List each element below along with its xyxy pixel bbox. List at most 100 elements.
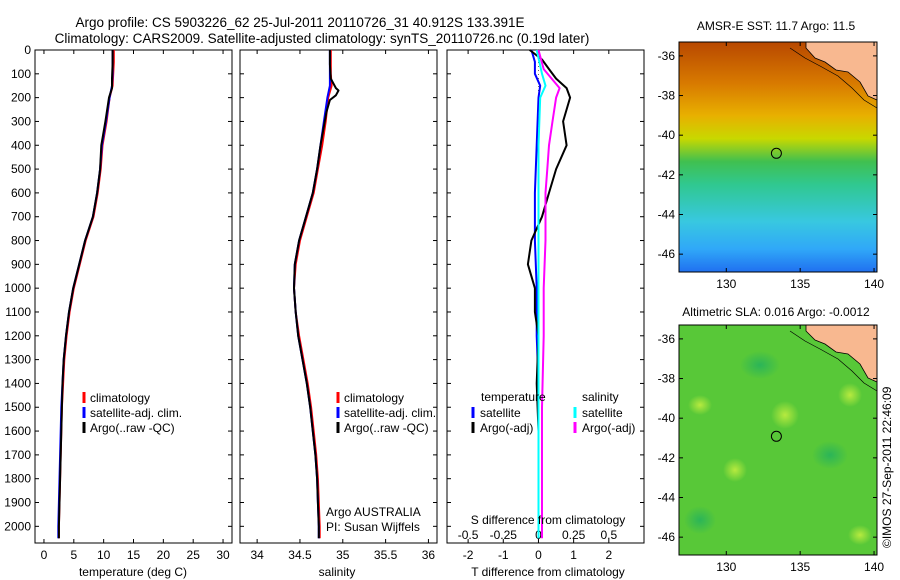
x-tick-label: 0: [41, 548, 48, 562]
t-difference-label: T difference from climatology: [471, 565, 625, 579]
depth-tick-label: 900: [11, 257, 31, 271]
difference-panel: -2 -1 0 1 2 -0.5 -0.25 0 0.25 0.5 temperature sal…: [446, 49, 645, 579]
s-difference-label: S difference from climatology: [471, 513, 626, 527]
lat-tick-label: -36: [658, 49, 676, 63]
legend-label: climatology: [344, 391, 404, 405]
depth-tick-label: 1800: [4, 472, 31, 486]
salinity-panel: 34 34.5 35 35.5 36 climatologysatellite-adj.…: [239, 49, 438, 579]
depth-tick-label: 0: [24, 43, 31, 57]
x-tick-label: -2: [463, 548, 474, 562]
diff-series-line-3: [537, 49, 561, 539]
sst-coastline-contour: [789, 47, 878, 109]
legend-label: climatology: [90, 391, 150, 405]
temperature-plot-frame: [34, 49, 233, 544]
s-tick-label: -0.25: [490, 528, 518, 542]
diff-series-line-2: [535, 49, 547, 539]
lon-tick-label: 130: [716, 560, 736, 574]
temp-series-line-2: [57, 50, 114, 539]
lat-tick-label: -44: [658, 491, 676, 505]
legend-label: satellite-adj. clim.: [90, 406, 182, 420]
x-tick-label: 15: [127, 548, 141, 562]
x-tick-label: 5: [70, 548, 77, 562]
sla-map: Altimetric SLA: 0.016 Argo: -0.0012 -36-…: [658, 305, 885, 574]
s-tick-label: 0.5: [600, 528, 617, 542]
x-tick-label: 1: [570, 548, 577, 562]
sla-anomaly-1: [771, 401, 799, 429]
difference-lines: [526, 49, 572, 539]
salinity-axis-label: salinity: [319, 565, 356, 579]
depth-tick-label: 1900: [4, 496, 31, 510]
lat-tick-label: -42: [658, 451, 676, 465]
sla-map-axes: -36 -38 -40 -42 -44 -46 130 135 140: [658, 325, 884, 574]
sst-map-axes: -36 -38 -40 -42 -44 -46 130 135 140: [658, 42, 884, 291]
sla-anomaly-2: [838, 383, 862, 407]
depth-tick-label: 1000: [4, 281, 31, 295]
x-tick-label: 34: [250, 548, 264, 562]
sal-series-line-2: [293, 50, 340, 539]
depth-tick-label: 1300: [4, 353, 31, 367]
temperature-axis-label: temperature (deg C): [79, 565, 187, 579]
legend-label: Argo(-adj): [480, 421, 533, 435]
legend-salinity-title: salinity: [582, 390, 619, 404]
depth-tick-label: 1700: [4, 448, 31, 462]
sst-field: [679, 42, 877, 272]
s-tick-label: 0.25: [562, 528, 586, 542]
x-tick-label: 0: [535, 548, 542, 562]
x-tick-label: 34.5: [288, 548, 312, 562]
x-tick-label: 25: [187, 548, 201, 562]
sla-argo-marker: [770, 430, 782, 442]
sla-coastline-contour: [789, 330, 878, 392]
x-tick-label: 36: [422, 548, 436, 562]
depth-tick-label: 1500: [4, 400, 31, 414]
x-tick-label: 2: [605, 548, 612, 562]
depth-tick-label: 1400: [4, 376, 31, 390]
lat-tick-label: -46: [658, 530, 676, 544]
sla-anomaly-8: [848, 525, 872, 545]
x-tick-label: 20: [157, 548, 171, 562]
depth-tick-label: 2000: [4, 519, 31, 533]
lon-tick-label: 140: [864, 277, 884, 291]
sst-argo-marker: [770, 147, 782, 159]
header-line-2: Climatology: CARS2009. Satellite-adjuste…: [55, 31, 590, 46]
depth-tick-label: 700: [11, 210, 31, 224]
legend-label: Argo(..raw -QC): [344, 421, 429, 435]
temperature-axis: 0 5 10 15 20 25 30: [41, 50, 230, 562]
legend-temperature-title: temperature: [481, 390, 546, 404]
lon-tick-label: 135: [790, 277, 810, 291]
depth-tick-label: 1200: [4, 329, 31, 343]
depth-tick-label: 600: [11, 186, 31, 200]
depth-tick-label: 200: [11, 91, 31, 105]
legend-label: satellite-adj. clim.: [344, 406, 436, 420]
t-difference-axis: -2 -1 0 1 2: [463, 50, 612, 562]
x-tick-label: 35.5: [374, 548, 398, 562]
sla-map-frame: [678, 324, 878, 556]
s-tick-label: -0.5: [458, 528, 479, 542]
sla-anomaly-6: [812, 441, 848, 469]
argo-program-label: Argo AUSTRALIA: [326, 505, 421, 519]
sst-map-frame: [678, 41, 878, 273]
sla-anomaly-7: [684, 506, 716, 534]
depth-axis: 0 100 200 300 400 500 600 700 800 900 1000 1100 1200…: [4, 43, 31, 533]
sla-anomaly-5: [740, 351, 780, 379]
legend-label: Argo(-adj): [582, 421, 635, 435]
x-tick-label: -1: [498, 548, 509, 562]
salinity-axis: 34 34.5 35 35.5 36: [250, 50, 435, 562]
header-line-1: Argo profile: CS 5903226_62 25-Jul-2011 …: [75, 15, 524, 30]
depth-tick-label: 300: [11, 114, 31, 128]
depth-tick-label: 1600: [4, 424, 31, 438]
lat-tick-label: -40: [658, 411, 676, 425]
depth-tick-label: 800: [11, 234, 31, 248]
x-tick-label: 30: [216, 548, 230, 562]
lat-tick-label: -44: [658, 208, 676, 222]
depth-tick-label: 1100: [5, 305, 31, 319]
depth-tick-label: 100: [11, 67, 31, 81]
pi-label: PI: Susan Wijffels: [326, 520, 420, 534]
x-tick-label: 10: [97, 548, 111, 562]
sla-anomaly-3: [688, 395, 712, 415]
temperature-lines: [57, 50, 115, 539]
lon-tick-label: 135: [790, 560, 810, 574]
difference-plot-frame: [446, 49, 645, 544]
